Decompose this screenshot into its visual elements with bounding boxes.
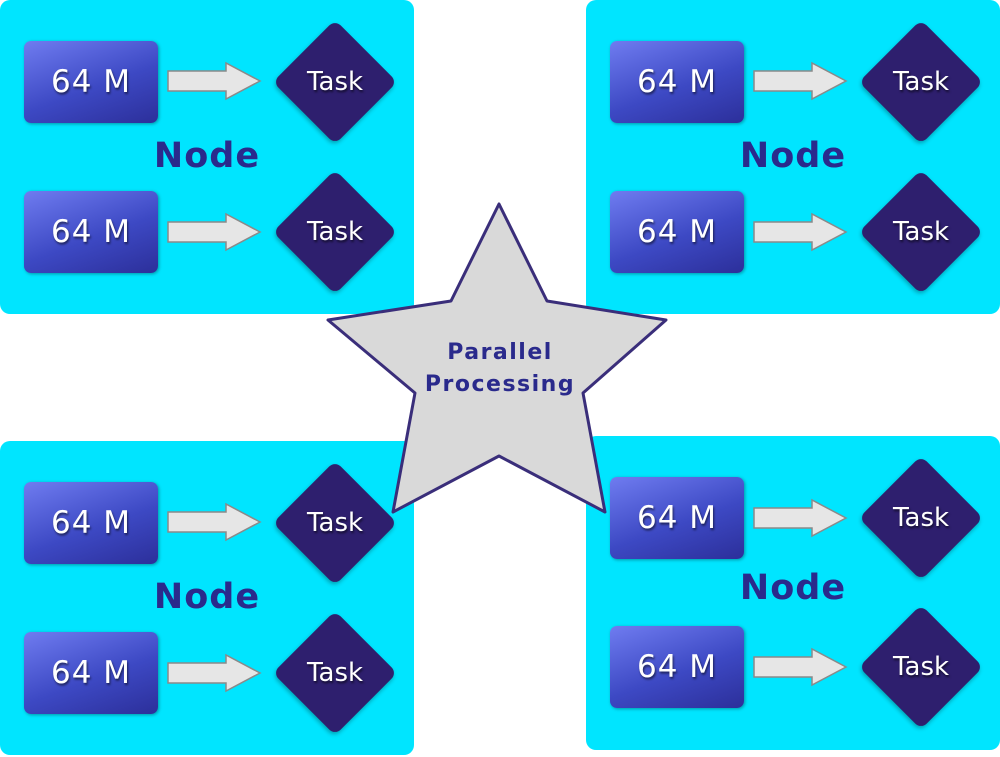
arrow-icon	[167, 61, 262, 101]
task-diamond: Task	[270, 167, 400, 297]
arrow-icon	[753, 498, 848, 538]
center-label-line2: Processing	[424, 372, 576, 397]
node-bottom-left: 64 M Task Node 64 M Task	[0, 441, 414, 755]
task-diamond: Task	[856, 167, 986, 297]
data-block: 64 M	[610, 626, 744, 708]
node-label: Node	[739, 136, 847, 176]
task-diamond: Task	[270, 608, 400, 738]
center-label: Parallel Processing	[382, 337, 618, 401]
data-block: 64 M	[610, 191, 744, 273]
center-label-line1: Parallel	[447, 340, 553, 365]
task-diamond: Task	[270, 17, 400, 147]
arrow-icon	[753, 61, 848, 101]
arrow-icon	[167, 502, 262, 542]
arrow-icon	[167, 653, 262, 693]
node-label: Node	[153, 136, 261, 176]
star-icon	[326, 202, 668, 514]
node-label: Node	[739, 568, 847, 608]
data-block: 64 M	[610, 41, 744, 123]
data-block: 64 M	[610, 477, 744, 559]
node-bottom-right: 64 M Task Node 64 M Task	[586, 436, 1000, 750]
data-block: 64 M	[24, 41, 158, 123]
node-top-left: 64 M Task Node 64 M Task	[0, 0, 414, 314]
arrow-icon	[753, 647, 848, 687]
arrow-icon	[167, 212, 262, 252]
task-diamond: Task	[856, 602, 986, 732]
data-block: 64 M	[24, 191, 158, 273]
data-block: 64 M	[24, 482, 158, 564]
data-block: 64 M	[24, 632, 158, 714]
arrow-icon	[753, 212, 848, 252]
node-top-right: 64 M Task Node 64 M Task	[586, 0, 1000, 314]
task-diamond: Task	[856, 17, 986, 147]
task-diamond: Task	[270, 458, 400, 588]
node-label: Node	[153, 577, 261, 617]
task-diamond: Task	[856, 453, 986, 583]
